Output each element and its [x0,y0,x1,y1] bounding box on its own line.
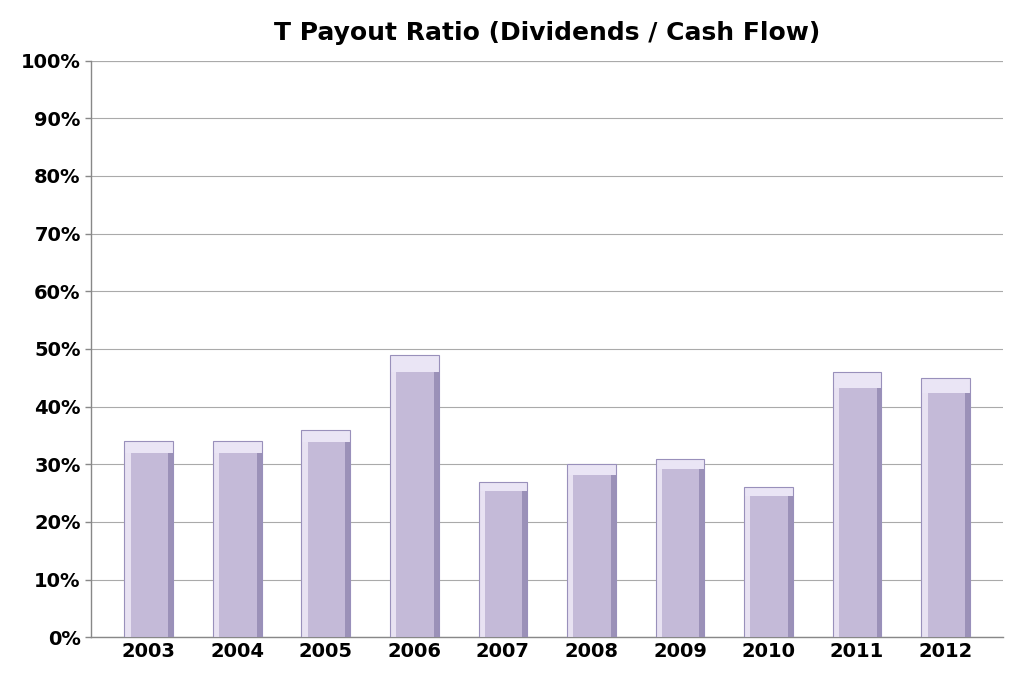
Bar [833,372,882,388]
Bar [655,458,705,637]
Bar [213,441,261,637]
Bar [877,372,882,637]
Bar [922,378,970,637]
Title: T Payout Ratio (Dividends / Cash Flow): T Payout Ratio (Dividends / Cash Flow) [274,21,820,45]
Bar [124,441,173,637]
Bar [567,464,573,637]
Bar [390,355,438,637]
Bar [124,441,131,637]
Bar [478,481,484,637]
Bar [124,441,173,453]
Bar [301,430,308,637]
Bar [655,458,705,469]
Bar [788,488,793,637]
Bar [478,481,527,491]
Bar [478,481,527,637]
Bar [611,464,615,637]
Bar [434,355,438,637]
Bar [478,481,527,637]
Bar [744,488,793,637]
Bar [965,378,970,637]
Bar [833,372,839,637]
Bar [922,378,970,394]
Bar [257,441,261,637]
Bar [833,372,882,637]
Bar [522,481,527,637]
Bar [833,372,882,637]
Bar [213,441,219,637]
Bar [301,430,350,637]
Bar [213,441,261,637]
Bar [390,355,396,637]
Bar [744,488,751,637]
Bar [390,355,438,372]
Bar [655,458,662,637]
Bar [922,378,970,637]
Bar [567,464,615,637]
Bar [390,355,438,637]
Bar [922,378,928,637]
Bar [213,441,261,453]
Bar [301,430,350,637]
Bar [124,441,173,637]
Bar [744,488,793,496]
Bar [301,430,350,442]
Bar [655,458,705,637]
Bar [744,488,793,637]
Bar [345,430,350,637]
Bar [567,464,615,475]
Bar [699,458,705,637]
Bar [567,464,615,637]
Bar [168,441,173,637]
